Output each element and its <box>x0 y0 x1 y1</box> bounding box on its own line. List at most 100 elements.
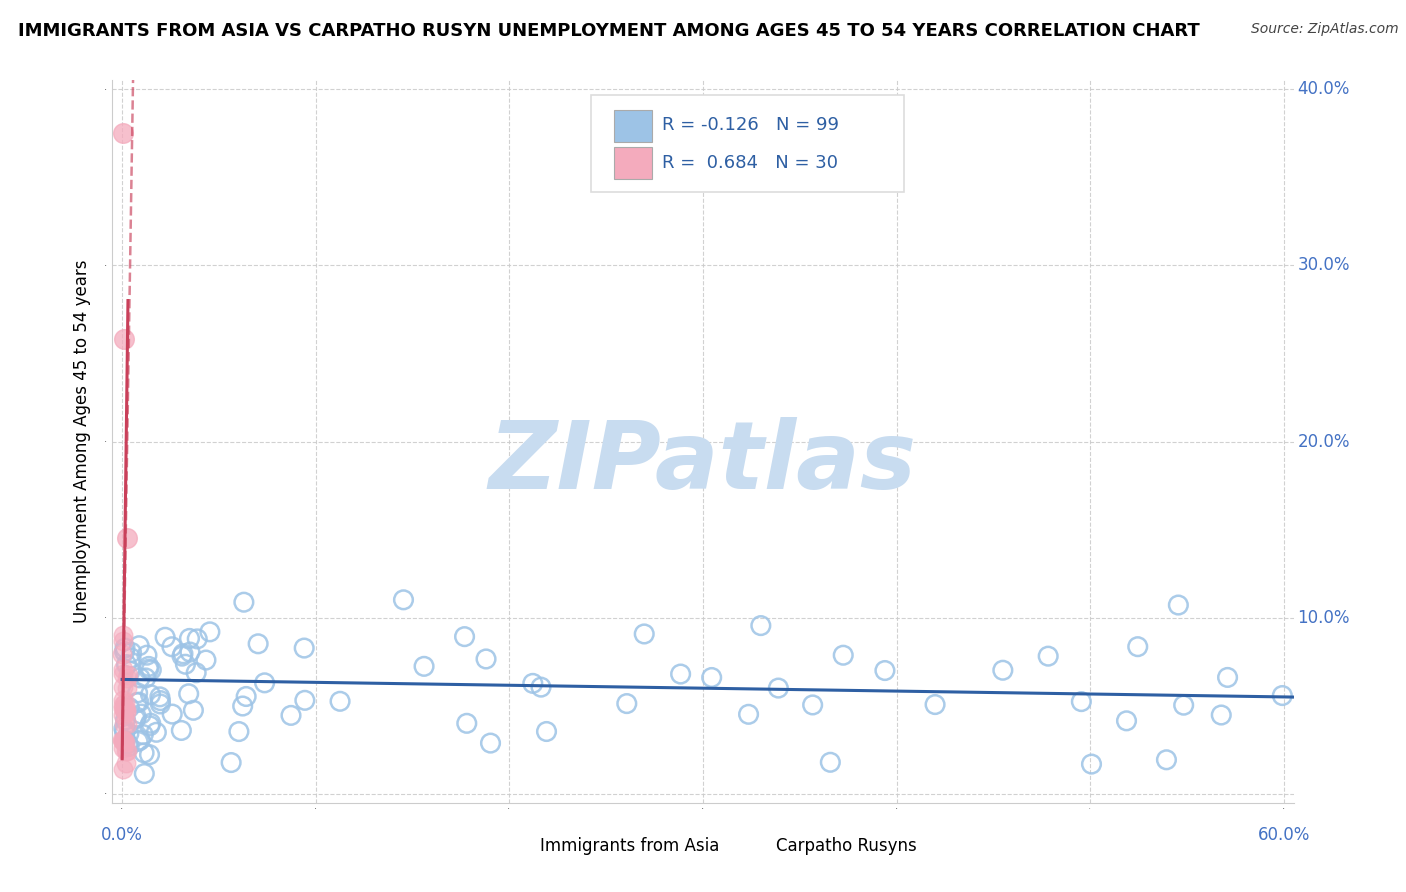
Point <box>924 698 946 712</box>
Point <box>247 637 270 651</box>
Point <box>145 725 167 739</box>
FancyBboxPatch shape <box>742 834 773 858</box>
Point <box>111 680 134 694</box>
Point <box>768 681 790 695</box>
Point <box>292 641 315 656</box>
Point <box>669 667 692 681</box>
Point <box>127 734 149 748</box>
Point <box>1216 670 1239 684</box>
Point <box>139 716 162 731</box>
Point <box>1126 640 1149 654</box>
Point <box>114 733 136 747</box>
Point <box>118 700 141 714</box>
Point <box>138 747 160 762</box>
Point <box>1173 698 1195 713</box>
Point <box>111 662 134 676</box>
Point <box>132 728 155 742</box>
Point <box>737 707 759 722</box>
Point <box>174 657 197 672</box>
Point <box>633 627 655 641</box>
Point <box>149 697 172 711</box>
Point <box>1080 757 1102 772</box>
Point <box>117 737 139 751</box>
Point <box>392 592 415 607</box>
Point <box>112 703 135 717</box>
Point <box>329 694 352 708</box>
Point <box>111 693 134 707</box>
Text: 10.0%: 10.0% <box>1298 608 1350 627</box>
Point <box>115 744 138 758</box>
Point <box>115 657 138 672</box>
Point <box>112 722 135 736</box>
Text: 60.0%: 60.0% <box>1257 826 1310 844</box>
Point <box>112 332 135 346</box>
Point <box>1115 714 1137 728</box>
Point <box>186 632 208 646</box>
Point <box>129 707 152 722</box>
Point <box>991 663 1014 677</box>
Point <box>114 705 136 719</box>
Point <box>112 741 135 756</box>
Point <box>1156 753 1178 767</box>
Point <box>111 648 134 662</box>
Point <box>820 756 842 770</box>
Point <box>114 696 136 710</box>
Point <box>536 724 558 739</box>
Point <box>179 645 201 659</box>
Text: R =  0.684   N = 30: R = 0.684 N = 30 <box>662 154 838 172</box>
Point <box>232 595 254 609</box>
Point <box>111 733 134 747</box>
Point <box>186 665 208 680</box>
Point <box>124 712 146 726</box>
Point <box>129 733 152 747</box>
Point <box>112 716 135 731</box>
Point <box>118 727 141 741</box>
Point <box>120 651 142 665</box>
Point <box>112 126 135 140</box>
Point <box>115 681 138 696</box>
Point <box>136 648 159 662</box>
Point <box>149 693 172 707</box>
Point <box>413 659 436 673</box>
Point <box>801 698 824 712</box>
Point <box>112 732 135 747</box>
Point <box>183 703 205 717</box>
Point <box>111 633 134 648</box>
Point <box>1211 708 1233 723</box>
Point <box>253 676 276 690</box>
Point <box>479 736 502 750</box>
Point <box>121 645 143 659</box>
Point <box>1167 598 1189 612</box>
Point <box>112 708 135 723</box>
Point <box>749 618 772 632</box>
Point <box>141 663 163 677</box>
Point <box>129 671 152 685</box>
Point <box>127 686 149 700</box>
Point <box>530 680 553 694</box>
Point <box>125 696 148 710</box>
Point <box>135 671 157 685</box>
Point <box>115 756 138 771</box>
Point <box>172 647 194 661</box>
Point <box>873 664 896 678</box>
Point <box>117 672 139 686</box>
Y-axis label: Unemployment Among Ages 45 to 54 years: Unemployment Among Ages 45 to 54 years <box>73 260 91 624</box>
Point <box>139 719 162 733</box>
Point <box>111 667 134 681</box>
Point <box>149 690 172 704</box>
Point <box>138 662 160 676</box>
Text: IMMIGRANTS FROM ASIA VS CARPATHO RUSYN UNEMPLOYMENT AMONG AGES 45 TO 54 YEARS CO: IMMIGRANTS FROM ASIA VS CARPATHO RUSYN U… <box>18 22 1201 40</box>
Point <box>453 630 475 644</box>
Point <box>120 664 142 678</box>
Point <box>114 645 136 659</box>
Text: ZIPatlas: ZIPatlas <box>489 417 917 509</box>
Point <box>1070 695 1092 709</box>
Point <box>111 762 134 776</box>
Point <box>114 641 136 656</box>
Point <box>112 628 135 642</box>
Point <box>160 640 183 654</box>
Point <box>115 744 138 758</box>
Text: 20.0%: 20.0% <box>1298 433 1350 450</box>
Point <box>138 659 160 673</box>
Point <box>115 717 138 731</box>
